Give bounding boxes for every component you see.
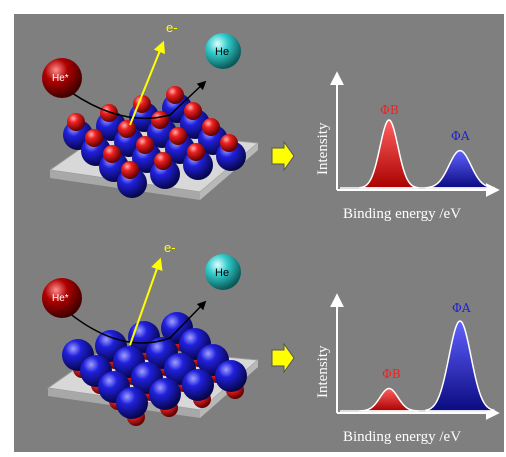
bottom-peak-A — [425, 320, 495, 412]
top-electron-arrow — [129, 40, 165, 126]
top-spectrum: Intensity Binding energy /eV ΦB ΦA — [315, 71, 500, 222]
red-atom — [187, 143, 205, 161]
top-panel: e- He* He Intensity Binding energy /eV Φ… — [42, 20, 500, 222]
bottom-electron-label: e- — [164, 240, 176, 255]
top-he-ion-label: He* — [52, 73, 69, 84]
bottom-atom-lattice — [62, 312, 247, 426]
red-atom — [67, 113, 85, 131]
top-x-axis-label: Binding energy /eV — [343, 206, 461, 222]
bottom-he-atom-label: He — [215, 267, 229, 279]
top-peak-A — [425, 149, 495, 189]
red-atom — [184, 102, 202, 120]
top-right-arrow-icon — [271, 140, 295, 172]
bottom-y-axis-label: Intensity — [315, 345, 331, 398]
red-atom — [154, 152, 172, 170]
red-atom — [118, 120, 136, 138]
bottom-peak-B-label: ΦB — [382, 367, 401, 381]
top-atom-lattice — [63, 86, 246, 198]
bottom-he-ion-label: He* — [52, 293, 69, 304]
top-y-axis-label: Intensity — [315, 122, 331, 175]
bottom-x-axis-label: Binding energy /eV — [343, 429, 461, 445]
red-atom — [121, 161, 139, 179]
red-atom — [169, 127, 187, 145]
red-atom — [220, 134, 238, 152]
blue-atom — [215, 360, 247, 392]
red-atom — [136, 136, 154, 154]
top-he-atom — [205, 33, 241, 69]
red-atom — [100, 104, 118, 122]
top-he-atom-label: He — [215, 46, 229, 58]
red-atom — [202, 118, 220, 136]
bottom-right-arrow-icon — [271, 342, 295, 374]
top-he-ion — [42, 58, 82, 98]
top-peak-A-label: ΦA — [451, 129, 470, 143]
bottom-peak-B — [359, 387, 419, 412]
blue-atom — [149, 378, 181, 410]
blue-atom — [116, 387, 148, 419]
top-peak-B-label: ΦB — [380, 103, 399, 117]
bottom-he-ion — [42, 278, 82, 318]
red-atom — [103, 145, 121, 163]
blue-atom — [182, 369, 214, 401]
bottom-panel: e- He* He Intensity Binding energy /eV Φ… — [42, 240, 500, 445]
bottom-electron-arrow — [129, 257, 163, 346]
red-atom — [151, 111, 169, 129]
bottom-he-atom — [205, 254, 241, 290]
bottom-spectrum: Intensity Binding energy /eV ΦB ΦA — [315, 293, 500, 445]
red-atom — [166, 86, 184, 104]
red-atom — [85, 129, 103, 147]
top-electron-label: e- — [166, 20, 178, 35]
top-peak-B — [359, 119, 419, 189]
bottom-peak-A-label: ΦA — [452, 301, 471, 315]
